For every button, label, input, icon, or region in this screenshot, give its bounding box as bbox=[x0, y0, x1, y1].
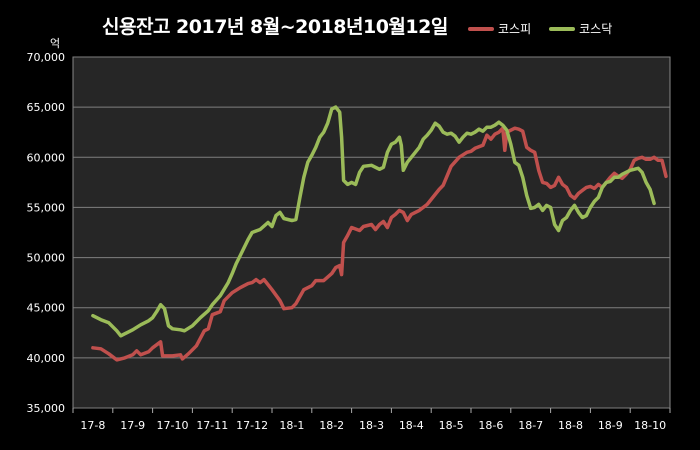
x-tick-label: 17-8 bbox=[80, 419, 105, 432]
x-tick-label: 17-12 bbox=[236, 419, 268, 432]
plot-area bbox=[72, 56, 671, 409]
legend-item-kospi: 코스피 bbox=[468, 20, 531, 37]
y-axis-unit: 억 bbox=[50, 37, 61, 50]
x-tick-label: 18-5 bbox=[439, 419, 464, 432]
y-tick-label: 55,000 bbox=[27, 201, 66, 214]
x-tick-label: 17-9 bbox=[120, 419, 145, 432]
x-tick-label: 18-2 bbox=[319, 419, 344, 432]
legend-label-kospi: 코스피 bbox=[498, 22, 532, 36]
y-tick-label: 35,000 bbox=[27, 402, 66, 415]
x-tick-label: 18-8 bbox=[558, 419, 583, 432]
legend-swatch-kosdaq bbox=[549, 26, 576, 31]
x-tick-label: 18-7 bbox=[518, 419, 543, 432]
series-line-kospi bbox=[91, 126, 668, 362]
x-tick-label: 18-9 bbox=[598, 419, 623, 432]
y-tick-label: 45,000 bbox=[27, 302, 66, 315]
x-tick-label: 17-10 bbox=[157, 419, 189, 432]
legend: 코스피 코스닥 bbox=[468, 20, 612, 37]
x-tick-label: 18-10 bbox=[634, 419, 666, 432]
y-tick-label: 50,000 bbox=[27, 252, 66, 265]
x-tick-label: 18-4 bbox=[399, 419, 424, 432]
x-tick-label: 18-6 bbox=[478, 419, 503, 432]
chart-title: 신용잔고 2017년 8월~2018년10월12일 bbox=[102, 16, 448, 38]
x-tick-label: 18-3 bbox=[359, 419, 384, 432]
y-tick-label: 40,000 bbox=[27, 352, 66, 365]
legend-item-kosdaq: 코스닥 bbox=[549, 20, 612, 37]
y-tick-label: 65,000 bbox=[27, 101, 66, 114]
legend-label-kosdaq: 코스닥 bbox=[579, 22, 613, 36]
x-tick-label: 18-1 bbox=[279, 419, 304, 432]
x-tick-label: 17-11 bbox=[196, 419, 228, 432]
legend-swatch-kospi bbox=[468, 26, 494, 31]
series-line-kosdaq bbox=[91, 105, 656, 338]
y-tick-label: 70,000 bbox=[27, 51, 66, 64]
y-tick-label: 60,000 bbox=[27, 151, 66, 164]
